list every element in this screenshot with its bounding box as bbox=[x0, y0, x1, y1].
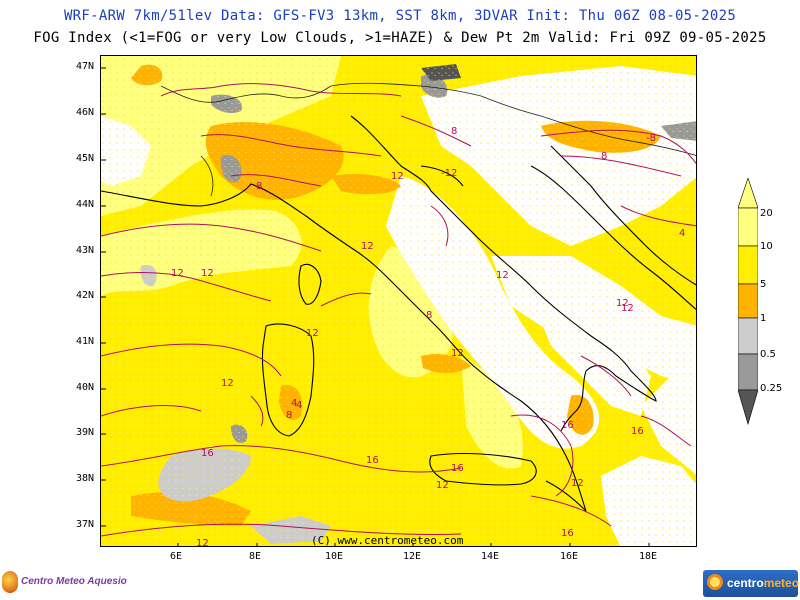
color-bar-segment bbox=[738, 245, 758, 285]
title-model-info: WRF-ARW 7km/51lev Data: GFS-FV3 13km, SS… bbox=[63, 8, 737, 24]
lon-label: 14E bbox=[481, 551, 500, 562]
svg-text:12: 12 bbox=[361, 241, 374, 252]
svg-text:4: 4 bbox=[679, 228, 685, 239]
legend-label: 5 bbox=[760, 279, 767, 290]
title-product-info: FOG Index (<1=FOG or very Low Clouds, >1… bbox=[33, 30, 767, 46]
svg-text:16: 16 bbox=[561, 420, 574, 431]
lat-label: 41N bbox=[76, 336, 95, 347]
lon-label: 10E bbox=[325, 551, 344, 562]
svg-text:16: 16 bbox=[366, 455, 379, 466]
svg-text:12: 12 bbox=[451, 348, 464, 359]
lat-label: 43N bbox=[76, 245, 95, 256]
color-bar-legend: 20 10 5 1 0.5 0.25 bbox=[738, 178, 798, 428]
lon-label: 18E bbox=[639, 551, 658, 562]
color-bar-segment bbox=[738, 207, 758, 247]
lon-label: 12E bbox=[403, 551, 422, 562]
svg-text:16: 16 bbox=[201, 448, 214, 459]
color-bar-segment bbox=[738, 353, 758, 391]
svg-text:12: 12 bbox=[221, 378, 234, 389]
svg-text:16: 16 bbox=[631, 426, 644, 437]
svg-text:4: 4 bbox=[291, 398, 297, 409]
lon-label: 6E bbox=[170, 551, 183, 562]
svg-text:4: 4 bbox=[296, 400, 302, 411]
svg-text:12: 12 bbox=[196, 538, 209, 547]
lon-label: 8E bbox=[249, 551, 262, 562]
svg-text:8: 8 bbox=[601, 151, 607, 162]
centro-meteo-aquesio-logo: Centro Meteo Aquesio bbox=[0, 570, 130, 596]
coastlines bbox=[101, 115, 696, 512]
color-bar-segment bbox=[738, 317, 758, 355]
svg-text:-12: -12 bbox=[441, 168, 457, 179]
legend-label: 1 bbox=[760, 313, 767, 324]
lat-label: 46N bbox=[76, 107, 95, 118]
legend-label: 10 bbox=[760, 241, 773, 252]
svg-text:8: 8 bbox=[256, 181, 262, 192]
svg-text:12: 12 bbox=[436, 480, 449, 491]
svg-text:12: 12 bbox=[201, 268, 214, 279]
svg-text:12: 12 bbox=[496, 270, 509, 281]
lon-label: 16E bbox=[560, 551, 579, 562]
svg-text:8: 8 bbox=[451, 126, 457, 137]
sun-icon bbox=[707, 574, 723, 590]
lat-label: 39N bbox=[76, 427, 95, 438]
map-panel: 8 -12 -8 8 12 12 12 8 12 12 12 4 8 12 12… bbox=[100, 55, 697, 547]
dew-point-contours bbox=[101, 83, 696, 537]
svg-text:12: 12 bbox=[171, 268, 184, 279]
color-bar bbox=[738, 178, 758, 426]
svg-text:16: 16 bbox=[561, 528, 574, 539]
contour-labels: 8 -12 -8 8 12 12 12 8 12 12 12 4 8 12 12… bbox=[171, 126, 685, 547]
sicily-outline bbox=[429, 452, 537, 486]
right-logo-text: centrometeo bbox=[727, 576, 800, 590]
color-bar-segment bbox=[738, 283, 758, 319]
legend-label: 20 bbox=[760, 208, 773, 219]
credit-text: (C) www.centrometeo.com bbox=[311, 534, 464, 547]
svg-text:12: 12 bbox=[571, 478, 584, 489]
lat-label: 44N bbox=[76, 199, 95, 210]
legend-label: 0.25 bbox=[760, 383, 783, 394]
svg-text:12: 12 bbox=[391, 171, 404, 182]
lat-label: 47N bbox=[76, 61, 95, 72]
lat-label: 42N bbox=[76, 290, 95, 301]
svg-text:8: 8 bbox=[286, 410, 292, 421]
svg-text:-8: -8 bbox=[646, 133, 656, 144]
svg-text:8: 8 bbox=[426, 310, 432, 321]
svg-text:12: 12 bbox=[616, 298, 629, 309]
centrometeo-logo: centrometeo bbox=[703, 570, 800, 597]
svg-text:12: 12 bbox=[306, 328, 319, 339]
sardinia-outline bbox=[261, 323, 315, 437]
thermometer-icon bbox=[2, 571, 18, 593]
lat-label: 38N bbox=[76, 473, 95, 484]
lat-label: 45N bbox=[76, 153, 95, 164]
lat-label: 40N bbox=[76, 382, 95, 393]
legend-label: 0.5 bbox=[760, 349, 776, 360]
lat-label: 37N bbox=[76, 519, 95, 530]
svg-text:12: 12 bbox=[621, 303, 634, 314]
left-logo-text: Centro Meteo Aquesio bbox=[21, 576, 127, 587]
svg-text:16: 16 bbox=[451, 463, 464, 474]
fog-index-map: 8 -12 -8 8 12 12 12 8 12 12 12 4 8 12 12… bbox=[101, 56, 696, 547]
